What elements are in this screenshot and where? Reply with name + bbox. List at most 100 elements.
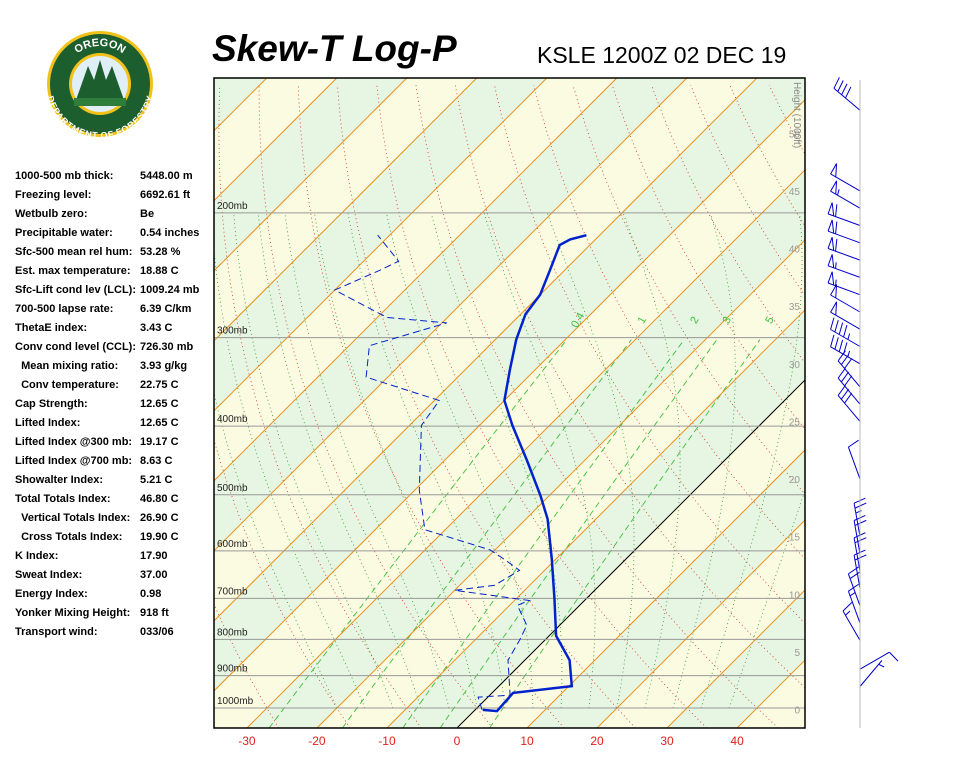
wind-barb	[830, 284, 861, 313]
dry-adiabat	[926, 85, 960, 728]
isotherm	[214, 99, 805, 692]
index-value: 37.00	[140, 569, 168, 581]
wind-barb	[827, 237, 861, 261]
index-row: Transport wind: 033/06	[15, 624, 174, 643]
isotherm	[0, 78, 57, 728]
index-row: Sfc-500 mean rel hum: 53.28 %	[15, 244, 180, 263]
index-row: Lifted Index: 12.65 C	[15, 415, 179, 434]
x-tick-label: 40	[730, 734, 744, 748]
index-row: Sweat Index: 37.00	[15, 567, 168, 586]
isotherm	[214, 78, 688, 552]
title: Skew-T Log-P	[212, 28, 457, 69]
mixing-ratio-label: 3	[721, 315, 734, 326]
index-value: 3.43 C	[140, 322, 173, 334]
y-tick-label: 200mb	[217, 201, 248, 212]
wind-barb	[830, 317, 861, 347]
index-value: 033/06	[140, 626, 174, 638]
index-label: 700-500 lapse rate:	[15, 303, 114, 315]
mixing-ratio-line	[489, 339, 761, 728]
index-value: 5.21 C	[140, 474, 173, 486]
wind-barb	[837, 350, 861, 388]
isotherm	[0, 78, 127, 728]
isotherm	[214, 78, 618, 482]
index-value: 17.90	[140, 550, 168, 562]
logo-text: OREGON	[72, 37, 127, 56]
logo-top: OREGON	[72, 37, 127, 56]
index-label: 1000-500 mb thick:	[15, 170, 114, 182]
y2-tick-label: 50	[789, 129, 801, 140]
isotherm	[316, 239, 805, 728]
x-tick-label: -10	[378, 734, 396, 748]
y2-tick-label: 35	[789, 302, 801, 313]
index-label: Conv cond level (CCL):	[15, 341, 137, 353]
logo: OREGON DEPARTMENT OF FORESTRY	[45, 31, 155, 141]
index-label: Lifted Index:	[15, 417, 81, 429]
index-label: Conv temperature:	[15, 379, 119, 391]
moist-adiabat	[430, 212, 563, 708]
isotherm	[0, 78, 197, 728]
index-row: Conv cond level (CCL): 726.30 mb	[15, 339, 193, 358]
index-row: Yonker Mixing Height: 918 ft	[15, 605, 169, 624]
index-value: 0.98	[140, 588, 162, 600]
index-value: 12.65 C	[140, 417, 179, 429]
index-row: Conv temperature: 22.75 C	[15, 377, 178, 396]
y-tick-label: 800mb	[217, 627, 248, 638]
moist-adiabat	[347, 212, 506, 709]
isotherm	[666, 589, 805, 728]
background-band	[0, 78, 197, 728]
mixing-ratio-label: 5	[763, 315, 776, 326]
x-tick-label: 0	[454, 734, 461, 748]
dewpoint-line	[333, 234, 532, 711]
index-row: Lifted Index @700 mb: 8.63 C	[15, 453, 172, 472]
index-label: Transport wind:	[15, 626, 98, 638]
index-label: ThetaE index:	[15, 322, 88, 334]
index-row: K Index: 17.90	[15, 548, 168, 567]
index-value: 19.17 C	[140, 436, 179, 448]
wind-barb	[847, 566, 861, 606]
y-tick-label: 600mb	[217, 539, 248, 550]
y2-tick-label: 0	[794, 706, 800, 717]
y-tick-label: 300mb	[217, 326, 248, 337]
index-row: Precipitable water: 0.54 inches	[15, 225, 199, 244]
subtitle: KSLE 1200Z 02 DEC 19	[537, 42, 787, 68]
isotherm	[246, 169, 805, 728]
mixing-ratio-label: 1	[636, 315, 649, 326]
wind-barb	[830, 180, 861, 209]
wind-barb	[830, 163, 861, 192]
index-label: Showalter Index:	[15, 474, 104, 486]
y2-tick-label: 45	[789, 187, 801, 198]
index-row: 1000-500 mb thick: 5448.00 m	[15, 168, 193, 187]
wind-barb	[837, 367, 861, 405]
index-label: Wetbulb zero:	[15, 208, 88, 220]
index-value: 0.54 inches	[140, 227, 200, 239]
index-label: Est. max temperature:	[15, 265, 131, 277]
moist-adiabat	[672, 212, 736, 709]
dry-adiabat	[258, 85, 494, 728]
index-value: 3.93 g/kg	[140, 360, 188, 372]
index-value: 19.90 C	[140, 531, 179, 543]
index-value: 53.28 %	[140, 246, 181, 258]
index-row: Wetbulb zero: Be	[15, 206, 154, 225]
mixing-ratio-line	[439, 339, 718, 728]
isotherm	[386, 309, 805, 728]
x-tick-label: 20	[590, 734, 604, 748]
index-label: Mean mixing ratio:	[15, 360, 119, 372]
index-label: Vertical Totals Index:	[15, 512, 131, 524]
plot-frame	[213, 77, 806, 729]
y2-tick-label: 20	[789, 475, 801, 486]
index-label: Lifted Index @700 mb:	[15, 455, 133, 467]
wind-barb	[827, 254, 861, 278]
index-row: Cross Totals Index: 19.90 C	[15, 529, 178, 548]
index-label: Precipitable water:	[15, 227, 113, 239]
wind-barb	[859, 660, 885, 687]
index-row: Showalter Index: 5.21 C	[15, 472, 172, 491]
wind-barb	[827, 202, 861, 226]
dry-adiabat	[808, 85, 960, 728]
index-value: 918 ft	[140, 607, 169, 619]
index-value: 6692.61 ft	[140, 189, 191, 201]
index-row: 700-500 lapse rate: 6.39 C/km	[15, 301, 191, 320]
mixing-ratio-line	[402, 339, 685, 728]
moist-adiabat	[386, 212, 534, 709]
y2-tick-label: 30	[789, 360, 801, 371]
